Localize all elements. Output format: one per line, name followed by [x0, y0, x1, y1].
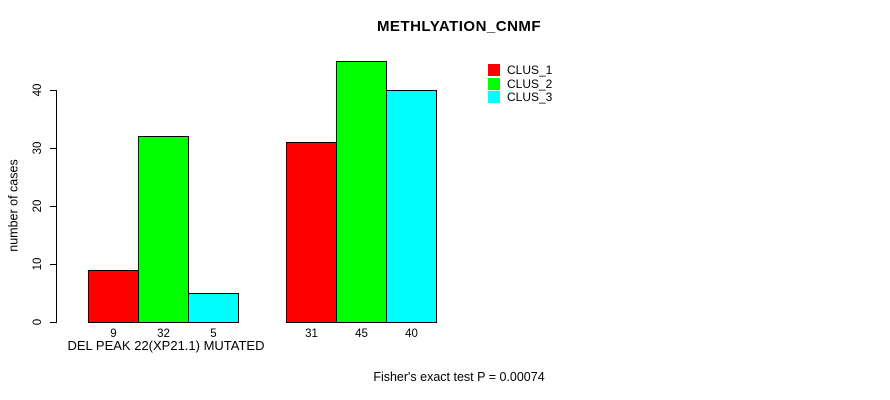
y-axis-label: number of cases	[6, 159, 21, 252]
y-axis-tick	[50, 264, 57, 265]
legend-swatch-clus_3	[488, 91, 500, 103]
bar-value-label: 45	[355, 328, 368, 340]
bar-value-label: 9	[110, 328, 117, 340]
y-axis-tick-label: 0	[32, 318, 44, 326]
y-axis-tick	[50, 322, 57, 323]
y-axis-tick	[50, 90, 57, 91]
bar-value-label: 31	[305, 328, 318, 340]
x-axis-label: DEL PEAK 22(XP21.1) MUTATED	[67, 338, 265, 353]
bar-clus_1-group1	[88, 270, 139, 323]
y-axis-tick-label: 40	[32, 83, 44, 97]
y-axis-tick-label: 20	[32, 199, 44, 213]
chart-title: METHLYATION_CNMF	[376, 18, 542, 35]
legend-swatch-clus_1	[488, 64, 500, 76]
annotation-text: Fisher's exact test P = 0.00074	[373, 370, 545, 384]
y-axis-tick	[50, 206, 57, 207]
bar-clus_2-group1	[138, 136, 189, 323]
bar-clus_3-group2	[386, 90, 437, 323]
bar-value-label: 5	[210, 328, 217, 340]
y-axis-tick	[50, 148, 57, 149]
bar-value-label: 40	[405, 328, 418, 340]
y-axis-tick-label: 10	[32, 257, 44, 271]
bar-clus_3-group1	[188, 293, 239, 323]
legend-label: CLUS_3	[507, 90, 553, 104]
bar-clus_2-group2	[336, 61, 387, 323]
legend-label: CLUS_1	[507, 63, 553, 77]
bar-clus_1-group2	[286, 142, 337, 323]
legend-label: CLUS_2	[507, 76, 553, 91]
y-axis-tick-label: 30	[32, 141, 44, 155]
bar-value-label: 32	[157, 328, 170, 340]
legend-swatch-clus_2	[488, 77, 500, 90]
